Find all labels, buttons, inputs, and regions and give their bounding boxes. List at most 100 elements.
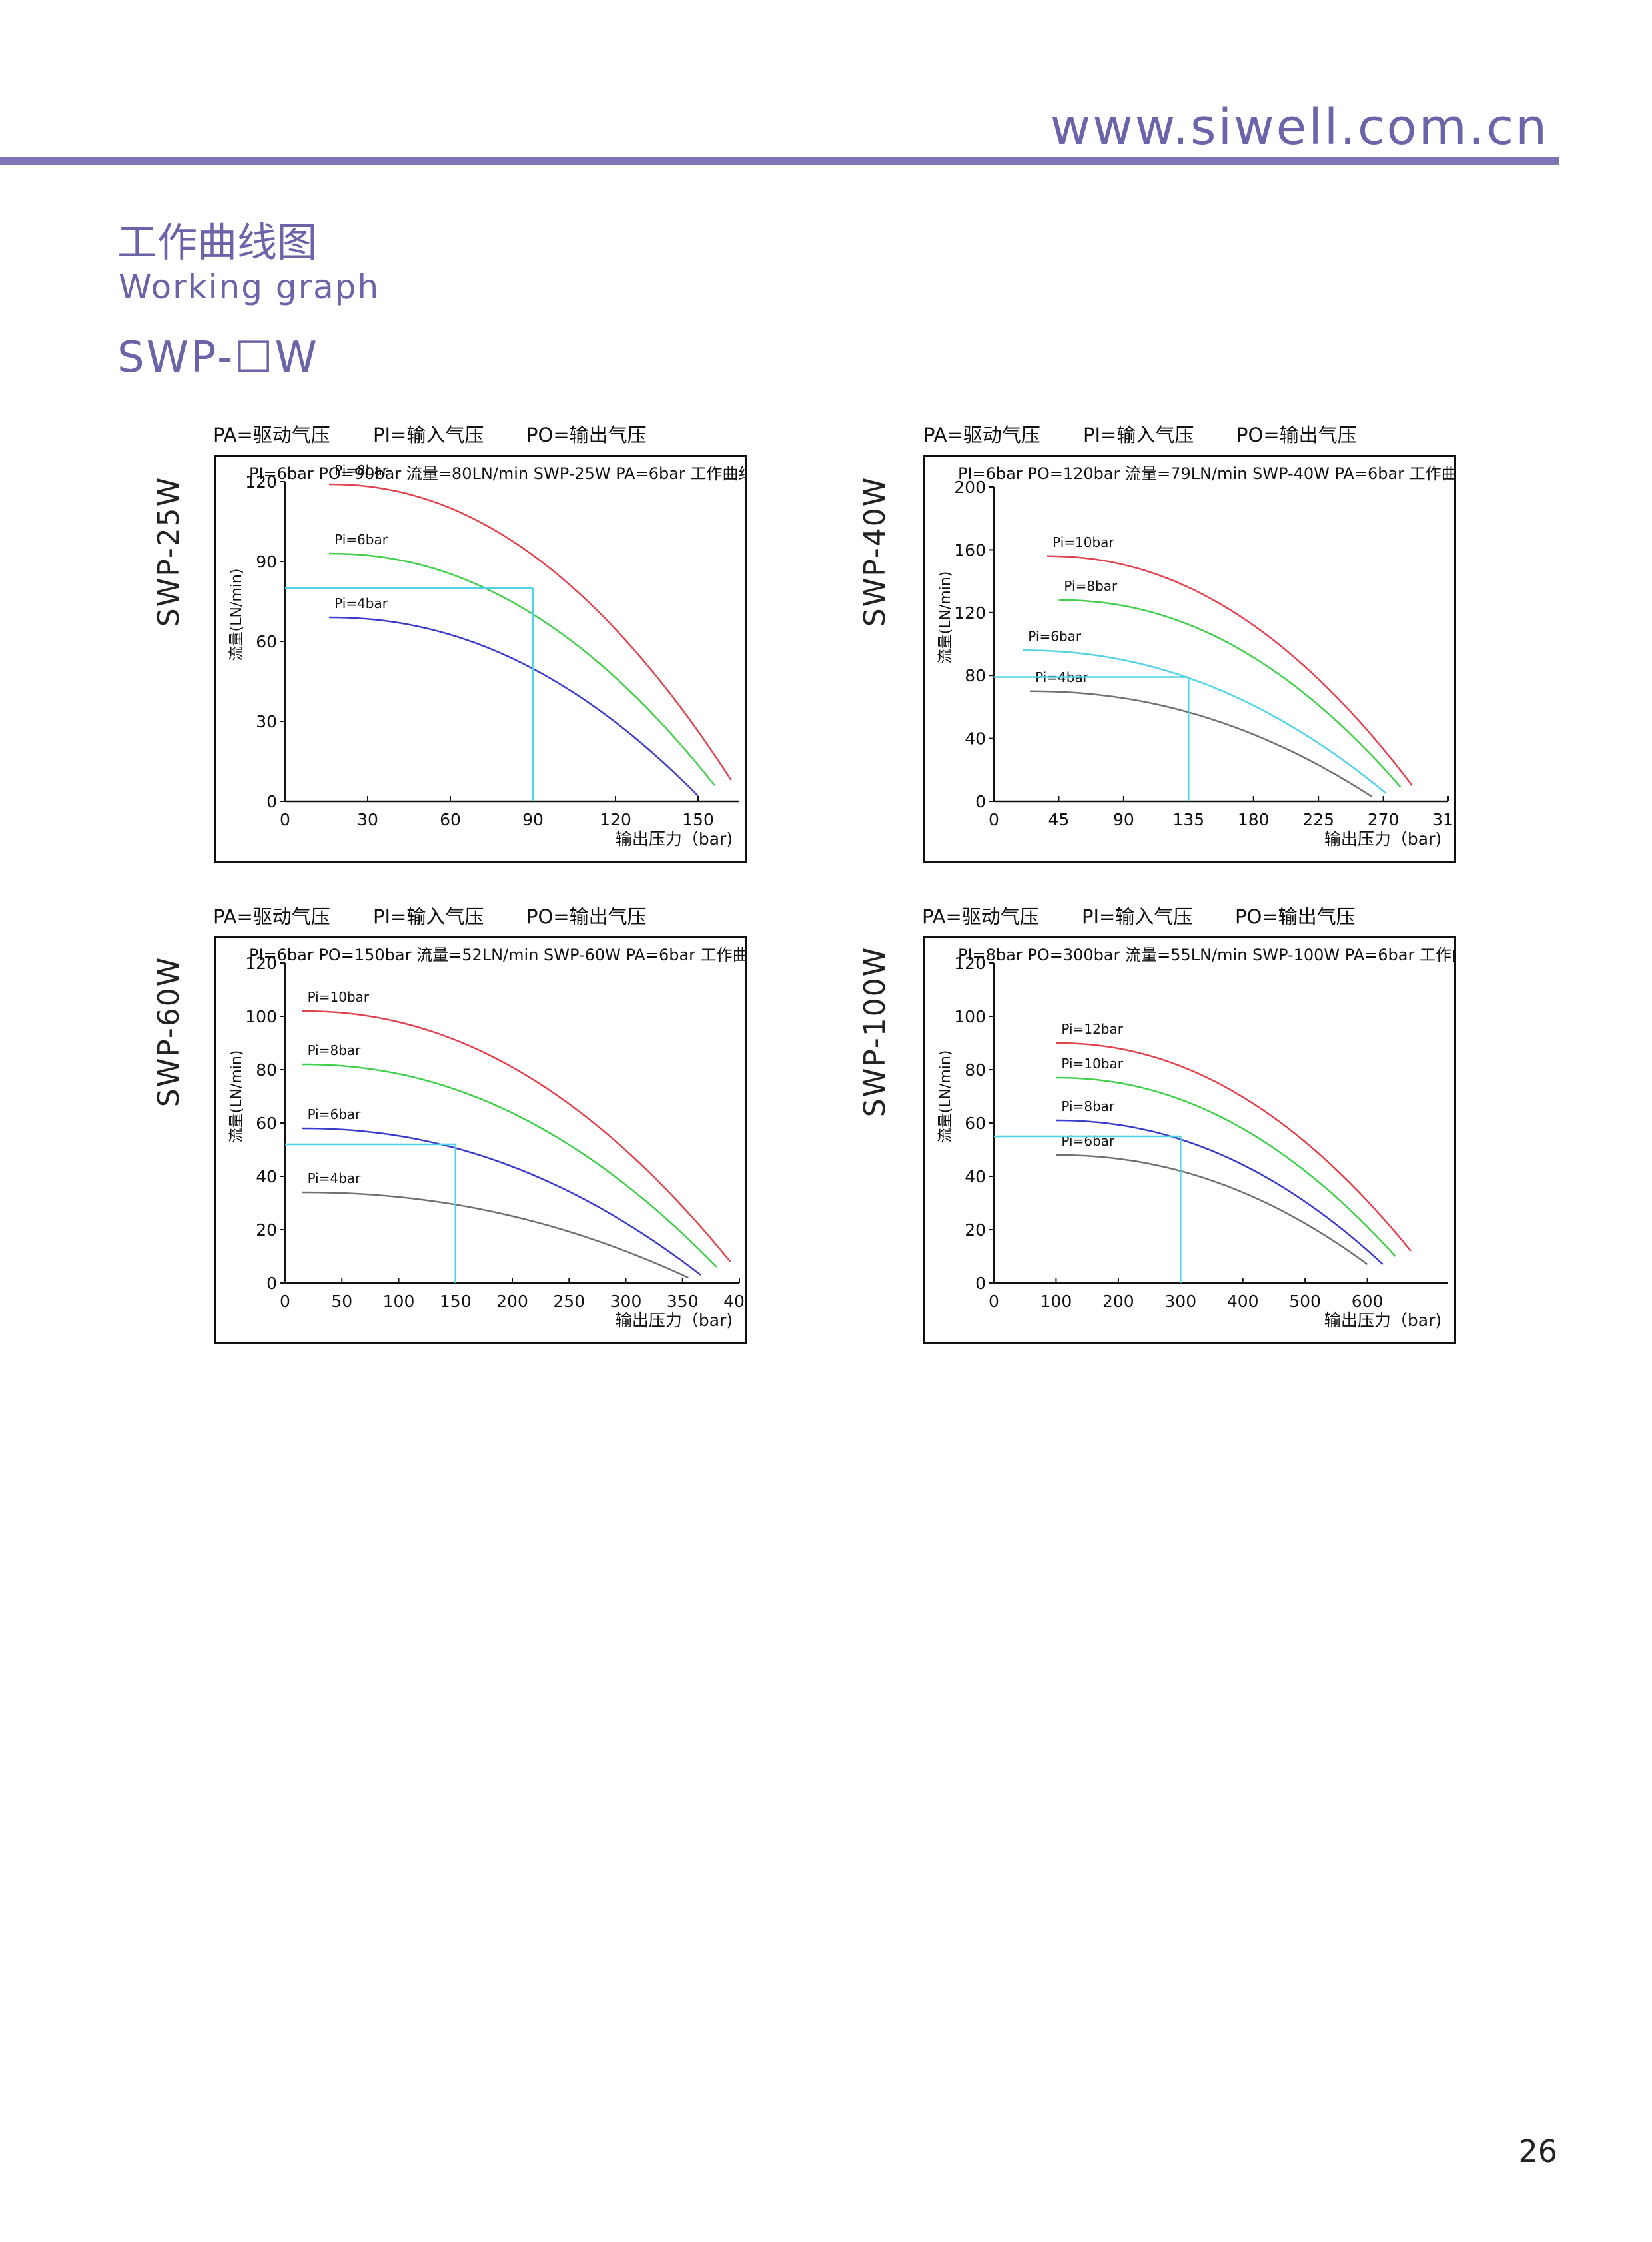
model-series-title: SWP-☐W xyxy=(117,333,319,382)
legend-pa: PA=驱动气压 xyxy=(923,424,1040,446)
y-tick-label: 30 xyxy=(256,712,277,731)
series-label: Pi=8bar xyxy=(308,1042,362,1058)
model-label-swp-60w: SWP-60W xyxy=(152,956,186,1108)
x-tick-label: 400 xyxy=(1227,1292,1259,1311)
series-line xyxy=(329,552,715,786)
chart-swp-25w: PI=6bar PO=90bar 流量=80LN/min SWP-25W PA=… xyxy=(214,455,747,863)
series-line xyxy=(1058,599,1402,788)
legend-po: PO=输出气压 xyxy=(526,905,647,928)
x-axis-label: 输出压力（bar) xyxy=(1324,829,1442,849)
x-tick-label: 0 xyxy=(280,1292,290,1311)
series-line xyxy=(1056,1042,1412,1252)
series-line xyxy=(1056,1076,1396,1257)
x-tick-label: 0 xyxy=(280,810,290,829)
series-line xyxy=(302,1010,731,1262)
x-tick-label: 270 xyxy=(1368,810,1400,829)
x-tick-label: 500 xyxy=(1289,1292,1321,1311)
series-label: Pi=4bar xyxy=(308,1170,362,1186)
x-tick-label: 150 xyxy=(682,810,714,829)
x-tick-label: 100 xyxy=(1040,1292,1072,1311)
series-label: Pi=6bar xyxy=(308,1106,362,1122)
y-tick-label: 20 xyxy=(256,1220,277,1240)
legend-pi: PI=输入气压 xyxy=(373,424,484,446)
chart-info: PI=6bar PO=150bar 流量=52LN/min SWP-60W PA… xyxy=(249,946,747,964)
y-tick-label: 0 xyxy=(975,792,986,811)
series-line xyxy=(1056,1154,1368,1266)
series-label: Pi=6bar xyxy=(1028,628,1082,644)
x-tick-label: 60 xyxy=(440,810,461,829)
series-line xyxy=(329,616,699,797)
chart-legend-3: PA=驱动气压 PI=输入气压 PO=输出气压 xyxy=(213,901,746,928)
series-label: Pi=12bar xyxy=(1061,1021,1123,1037)
x-tick-label: 90 xyxy=(522,810,544,829)
chart-legend-2: PA=驱动气压 PI=输入气压 PO=输出气压 xyxy=(923,420,1456,446)
x-tick-label: 600 xyxy=(1352,1292,1384,1311)
x-tick-label: 250 xyxy=(553,1292,585,1311)
x-axis-label: 输出压力（bar) xyxy=(1324,1311,1442,1330)
x-tick-label: 120 xyxy=(600,810,631,829)
x-tick-label: 400 xyxy=(723,1292,747,1311)
chart-info: PI=6bar PO=120bar 流量=79LN/min SWP-40W PA… xyxy=(958,464,1456,483)
legend-po: PO=输出气压 xyxy=(1235,905,1356,928)
y-tick-label: 100 xyxy=(954,1007,986,1026)
chart-info: PI=8bar PO=300bar 流量=55LN/min SWP-100W P… xyxy=(958,946,1456,964)
series-label: Pi=8bar xyxy=(1064,578,1118,594)
chart-legend-4: PA=驱动气压 PI=输入气压 PO=输出气压 xyxy=(922,901,1455,928)
series-line xyxy=(1056,1119,1384,1265)
chart-legend-1: PA=驱动气压 PI=输入气压 PO=输出气压 xyxy=(213,420,746,446)
y-tick-label: 90 xyxy=(256,552,277,571)
chart-frame xyxy=(214,936,747,1344)
legend-po: PO=输出气压 xyxy=(1236,424,1357,446)
series-line xyxy=(302,1127,701,1276)
series-label: Pi=6bar xyxy=(1061,1133,1115,1149)
x-tick-label: 315 xyxy=(1432,810,1456,829)
site-url: www.siwell.com.cn xyxy=(1050,99,1549,156)
x-tick-label: 0 xyxy=(989,1292,999,1311)
chart-info: PI=6bar PO=90bar 流量=80LN/min SWP-25W PA=… xyxy=(249,464,747,483)
header-divider xyxy=(0,157,1559,165)
x-tick-label: 200 xyxy=(496,1292,528,1311)
series-line xyxy=(1030,690,1372,797)
legend-pi: PI=输入气压 xyxy=(373,905,484,928)
page-number: 26 xyxy=(1518,2133,1557,2169)
legend-pi: PI=输入气压 xyxy=(1082,905,1193,928)
y-tick-label: 0 xyxy=(266,1274,277,1293)
y-tick-label: 80 xyxy=(256,1060,277,1080)
x-tick-label: 180 xyxy=(1238,810,1270,829)
series-label: Pi=8bar xyxy=(334,462,388,478)
chart-frame xyxy=(923,455,1456,863)
y-tick-label: 0 xyxy=(975,1274,986,1293)
series-label: Pi=10bar xyxy=(1061,1056,1123,1072)
page-title-cn: 工作曲线图 xyxy=(117,220,317,266)
y-tick-label: 60 xyxy=(256,1114,277,1133)
chart-frame xyxy=(923,936,1456,1344)
y-tick-label: 100 xyxy=(245,1007,277,1026)
x-tick-label: 100 xyxy=(383,1292,415,1311)
y-axis-label: 流量(LN/min) xyxy=(937,571,954,664)
x-axis-label: 输出压力（bar) xyxy=(616,829,733,849)
x-tick-label: 45 xyxy=(1048,810,1070,829)
legend-pi: PI=输入气压 xyxy=(1083,424,1194,446)
x-tick-label: 50 xyxy=(331,1292,352,1311)
legend-pa: PA=驱动气压 xyxy=(213,424,330,446)
chart-frame xyxy=(214,455,747,863)
x-tick-label: 30 xyxy=(357,810,378,829)
y-tick-label: 40 xyxy=(256,1167,277,1186)
y-tick-label: 40 xyxy=(965,1167,986,1186)
series-label: Pi=10bar xyxy=(308,989,370,1005)
legend-po: PO=输出气压 xyxy=(526,424,647,446)
series-line xyxy=(302,1191,689,1279)
x-tick-label: 300 xyxy=(1164,1292,1196,1311)
series-line xyxy=(329,483,732,781)
y-tick-label: 40 xyxy=(965,729,986,749)
x-tick-label: 200 xyxy=(1102,1292,1134,1311)
y-axis-label: 流量(LN/min) xyxy=(937,1050,954,1143)
y-tick-label: 20 xyxy=(965,1220,986,1240)
x-tick-label: 0 xyxy=(989,810,999,829)
chart-swp-100w: PI=8bar PO=300bar 流量=55LN/min SWP-100W P… xyxy=(923,936,1456,1344)
series-label: Pi=6bar xyxy=(334,532,388,548)
y-tick-label: 0 xyxy=(266,792,277,811)
series-label: Pi=10bar xyxy=(1052,534,1114,550)
model-label-swp-25w: SWP-25W xyxy=(152,476,186,627)
y-tick-label: 120 xyxy=(245,954,277,973)
